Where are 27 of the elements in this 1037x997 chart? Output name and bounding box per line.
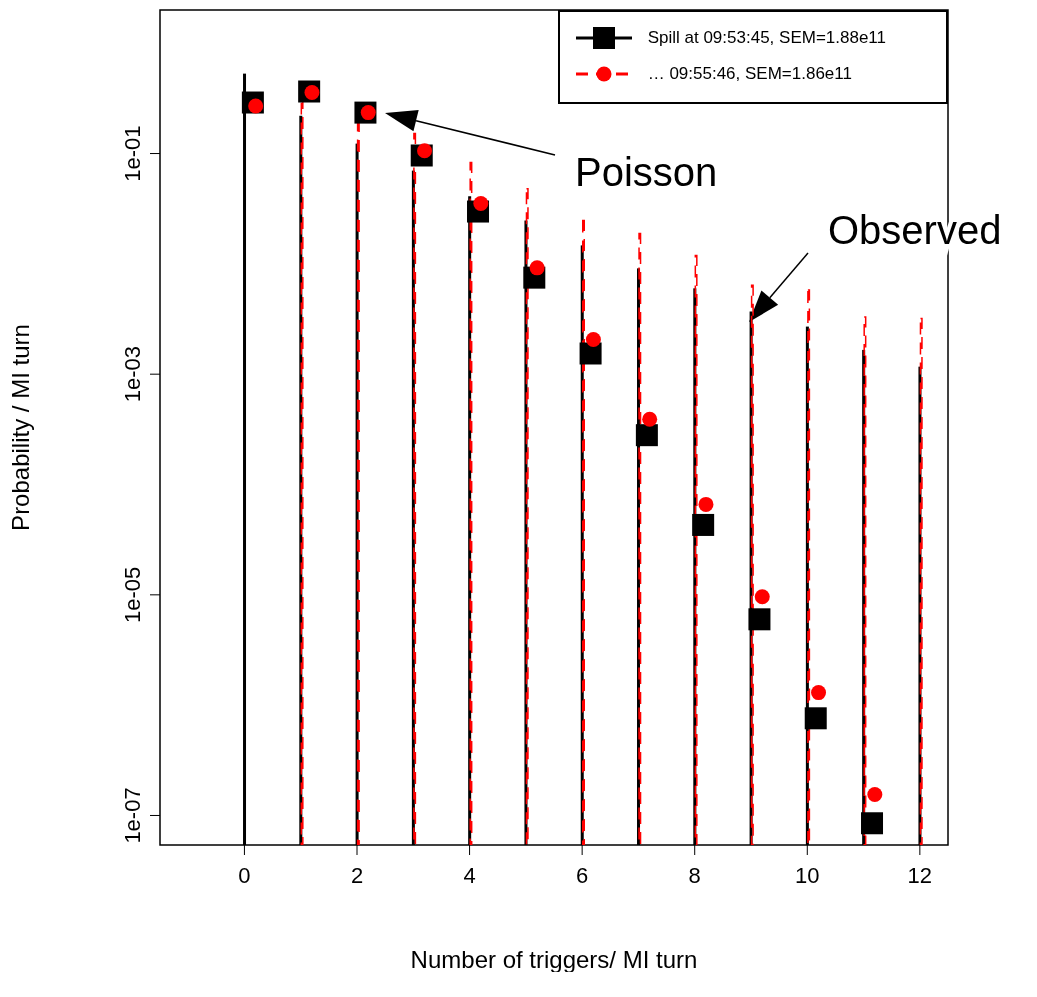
point (635, 424, 658, 447)
point (867, 786, 883, 802)
x-tick-label: 2 (350, 863, 364, 888)
point (748, 608, 771, 631)
x-tick-label: 6 (576, 863, 589, 888)
point (642, 411, 658, 427)
point (804, 707, 827, 730)
point (585, 332, 601, 348)
y-tick-label: 1e-03 (120, 346, 145, 403)
y-tick-label: 1e-07 (120, 787, 145, 844)
point (529, 260, 545, 276)
point (692, 513, 715, 536)
y-tick-label: 1e-01 (120, 125, 145, 182)
x-tick-label: 0 (238, 863, 251, 888)
y-tick-label: 1e-05 (120, 566, 145, 623)
point (811, 685, 827, 701)
x-tick-label: 12 (907, 863, 933, 888)
y-axis-title: Probability / MI turn (6, 324, 34, 531)
legend-label: Spill at 09:53:45, SEM=1.88e11 (647, 28, 886, 48)
legend-label: … 09:55:46, SEM=1.86e11 (647, 64, 852, 84)
point (861, 812, 884, 835)
annotation: Poisson (575, 150, 718, 194)
point (698, 496, 714, 512)
x-tick-label: 4 (463, 863, 476, 888)
x-tick-label: 8 (688, 863, 701, 888)
point (754, 589, 770, 605)
x-tick-label: 10 (795, 863, 820, 888)
